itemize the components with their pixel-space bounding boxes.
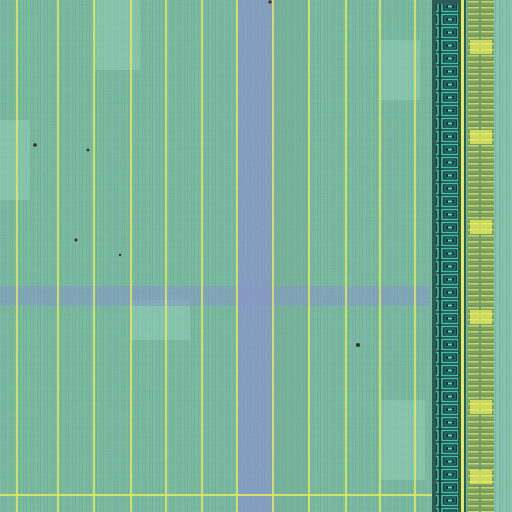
ladder-highlight	[470, 220, 492, 234]
ladder-strip	[468, 0, 494, 512]
ladder-highlights	[470, 40, 492, 484]
bottom-rail	[0, 494, 432, 496]
edge-grain	[494, 0, 512, 512]
ladder-highlight	[470, 130, 492, 144]
pad-rail	[461, 0, 464, 512]
io-pad-column	[436, 4, 458, 512]
power-rails	[16, 0, 416, 512]
ladder-highlight	[470, 470, 492, 484]
ladder-highlight	[470, 40, 492, 54]
ladder-highlight	[470, 310, 492, 324]
ladder-highlight	[470, 400, 492, 414]
debris-specks	[33, 0, 360, 347]
grain-overlay	[0, 0, 432, 512]
